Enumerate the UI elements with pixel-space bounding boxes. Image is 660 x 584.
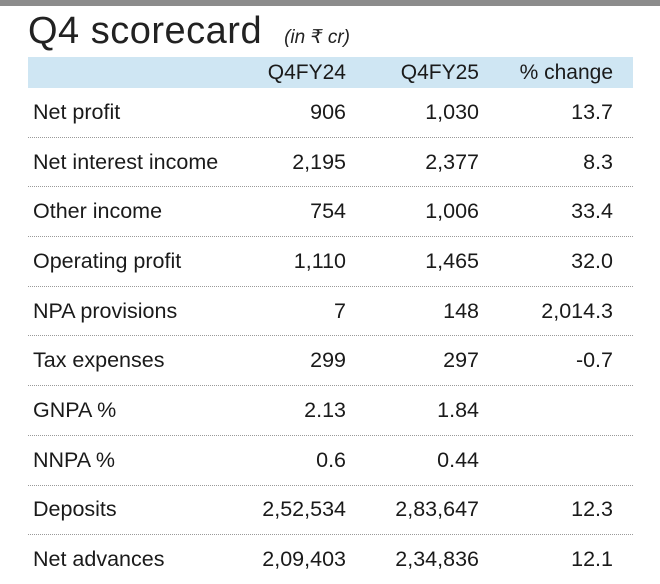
cell-q4fy25: 2,83,647: [395, 497, 479, 522]
cell-change: 12.1: [571, 547, 613, 572]
table-row: Net advances 2,09,403 2,34,836 12.1: [28, 535, 633, 584]
cell-q4fy24: 906: [310, 99, 346, 124]
cell-q4fy24: 7: [334, 298, 346, 323]
cell-q4fy25: 148: [443, 298, 479, 323]
cell-change: 13.7: [571, 99, 613, 124]
top-rule: [0, 0, 660, 6]
cell-metric: Net interest income: [33, 149, 219, 174]
cell-q4fy24: 2,09,403: [262, 547, 346, 572]
table-row: Net profit 906 1,030 13.7: [28, 88, 633, 138]
scorecard-table: Q4FY24 Q4FY25 % change Net profit 906 1,03…: [28, 57, 633, 584]
table-header-row: Q4FY24 Q4FY25 % change: [28, 57, 633, 88]
table-row: GNPA % 2.13 1.84: [28, 386, 633, 436]
cell-q4fy25: 1,465: [425, 248, 479, 273]
cell-metric: Net profit: [33, 99, 121, 124]
cell-metric: Operating profit: [33, 248, 182, 273]
column-header-q4fy24: Q4FY24: [267, 60, 346, 84]
cell-q4fy24: 2,52,534: [262, 497, 346, 522]
chart-header: Q4 scorecard (in ₹ cr): [28, 10, 350, 56]
cell-change: 33.4: [571, 199, 613, 224]
cell-q4fy25: 2,34,836: [395, 547, 479, 572]
cell-q4fy25: 1,006: [425, 199, 479, 224]
table-row: NPA provisions 7 148 2,014.3: [28, 287, 633, 337]
table-row: Tax expenses 299 297 -0.7: [28, 336, 633, 387]
table-row: Deposits 2,52,534 2,83,647 12.3: [28, 486, 633, 536]
chart-subtitle: (in ₹ cr): [284, 27, 351, 48]
cell-metric: Net advances: [33, 547, 165, 572]
cell-q4fy25: 1,030: [425, 99, 479, 124]
cell-q4fy24: 2.13: [304, 397, 346, 422]
table-body: Net profit 906 1,030 13.7 Net interest incom…: [28, 88, 633, 584]
cell-change: 8.3: [583, 149, 613, 174]
table-row: Operating profit 1,110 1,465 32.0: [28, 237, 633, 287]
cell-metric: Deposits: [33, 497, 117, 522]
cell-metric: GNPA %: [33, 397, 117, 422]
chart-title: Q4 scorecard: [28, 10, 263, 52]
cell-metric: Other income: [33, 199, 163, 224]
cell-metric: NNPA %: [33, 447, 116, 472]
cell-q4fy25: 297: [443, 348, 479, 373]
cell-q4fy24: 0.6: [316, 447, 346, 472]
table-row: Net interest income 2,195 2,377 8.3: [28, 138, 633, 188]
cell-metric: Tax expenses: [33, 348, 165, 373]
cell-q4fy25: 1.84: [437, 397, 479, 422]
column-header-change: % change: [519, 60, 613, 84]
cell-q4fy24: 2,195: [292, 149, 346, 174]
cell-change: 32.0: [571, 248, 613, 273]
column-header-q4fy25: Q4FY25: [400, 60, 479, 84]
cell-change: -0.7: [575, 348, 613, 373]
cell-q4fy24: 299: [310, 348, 346, 373]
table-row: NNPA % 0.6 0.44: [28, 436, 633, 486]
cell-q4fy24: 1,110: [293, 248, 346, 273]
cell-change: 12.3: [571, 497, 613, 522]
cell-q4fy25: 0.44: [437, 447, 479, 472]
cell-metric: NPA provisions: [33, 298, 178, 323]
table-row: Other income 754 1,006 33.4: [28, 187, 633, 238]
cell-q4fy25: 2,377: [425, 149, 479, 174]
cell-change: 2,014.3: [541, 298, 613, 323]
cell-q4fy24: 754: [310, 199, 346, 224]
